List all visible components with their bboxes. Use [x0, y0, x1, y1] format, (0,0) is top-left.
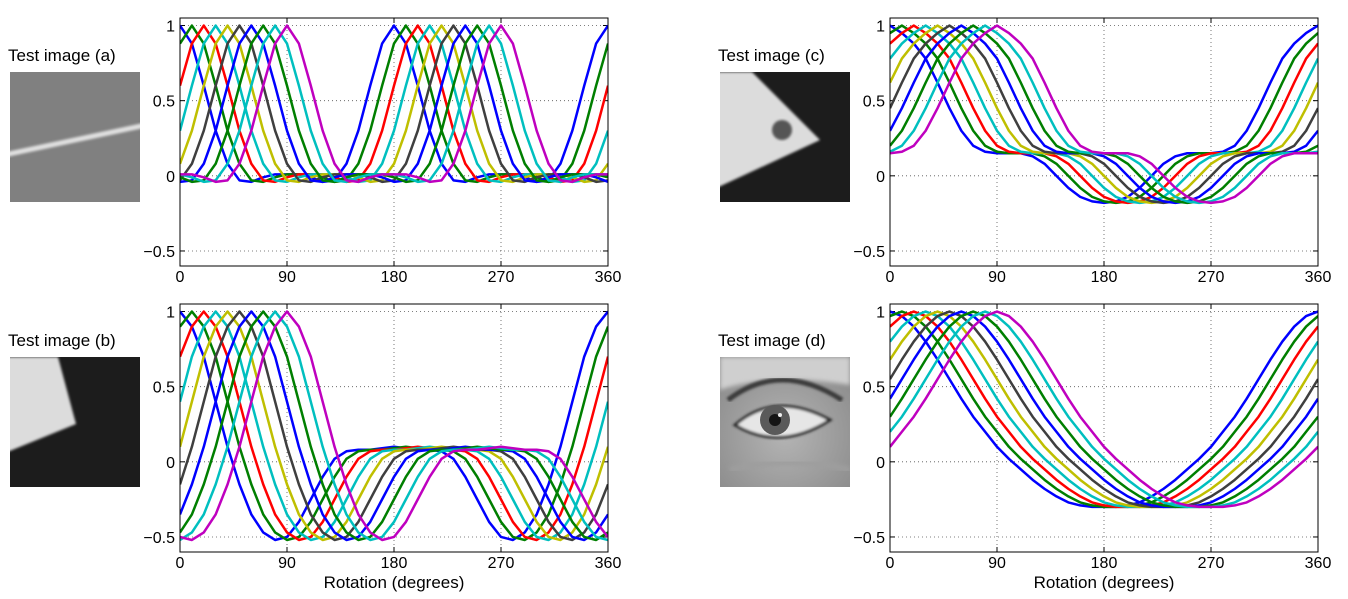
x-tick-label: 0 [176, 555, 185, 572]
x-tick-label: 270 [1198, 555, 1225, 572]
y-tick-label: 0 [166, 455, 175, 472]
y-tick-label: −0.5 [853, 244, 885, 261]
series-line [180, 310, 608, 542]
test-image [10, 357, 140, 487]
y-tick-label: 0.5 [863, 94, 885, 111]
x-tick-label: 180 [381, 555, 408, 572]
plot-frame [889, 17, 1319, 267]
series-line [890, 24, 1318, 205]
x-tick-label: 270 [488, 269, 515, 286]
series-line [890, 310, 1318, 509]
series-line [890, 310, 1318, 509]
x-tick-label: 180 [1091, 555, 1118, 572]
series-line [180, 310, 608, 542]
x-tick-label: 0 [886, 269, 895, 286]
image-label: Test image (c) [718, 46, 825, 65]
y-tick-label: 0.5 [153, 380, 175, 397]
series-line [890, 24, 1318, 205]
x-tick-label: 180 [1091, 269, 1118, 286]
series-line [890, 310, 1318, 509]
y-tick-label: 1 [876, 305, 885, 322]
series-line [890, 24, 1318, 205]
plot-frame [179, 17, 609, 267]
y-tick-label: 1 [166, 305, 175, 322]
test-image [720, 72, 850, 202]
series-line [180, 310, 608, 542]
y-tick-label: 1 [876, 19, 885, 36]
x-tick-label: 90 [988, 269, 1006, 286]
x-tick-label: 90 [278, 269, 296, 286]
x-tick-label: 360 [1305, 269, 1332, 286]
y-tick-label: 0 [876, 169, 885, 186]
x-tick-label: 180 [381, 269, 408, 286]
x-tick-label: 0 [886, 555, 895, 572]
image-label: Test image (d) [718, 331, 826, 350]
series-line [890, 310, 1318, 509]
test-image [720, 357, 850, 487]
series-line [180, 24, 608, 184]
series-line [890, 24, 1318, 205]
x-tick-label: 0 [176, 269, 185, 286]
image-label: Test image (b) [8, 331, 116, 350]
x-axis-label: Rotation (degrees) [324, 573, 465, 592]
series-line [180, 310, 608, 542]
x-tick-label: 90 [278, 555, 296, 572]
y-tick-label: 1 [166, 19, 175, 36]
series-line [890, 24, 1318, 205]
x-tick-label: 360 [595, 269, 622, 286]
x-tick-label: 270 [488, 555, 515, 572]
y-tick-label: 0.5 [863, 380, 885, 397]
x-tick-label: 360 [1305, 555, 1332, 572]
x-tick-label: 360 [595, 555, 622, 572]
image-label: Test image (a) [8, 46, 116, 65]
series-line [180, 310, 608, 542]
series-line [890, 310, 1318, 509]
series-line [180, 24, 608, 184]
y-tick-label: −0.5 [143, 244, 175, 261]
y-tick-label: 0 [166, 169, 175, 186]
x-tick-label: 90 [988, 555, 1006, 572]
series-line [180, 24, 608, 184]
series-line [180, 310, 608, 542]
plot-frame [889, 303, 1319, 553]
y-tick-label: 0 [876, 455, 885, 472]
y-tick-label: −0.5 [853, 530, 885, 547]
y-tick-label: 0.5 [153, 94, 175, 111]
x-axis-label: Rotation (degrees) [1034, 573, 1175, 592]
y-tick-label: −0.5 [143, 530, 175, 547]
x-tick-label: 270 [1198, 269, 1225, 286]
plot-frame [179, 303, 609, 553]
test-image [10, 72, 140, 202]
series-line [890, 310, 1318, 509]
